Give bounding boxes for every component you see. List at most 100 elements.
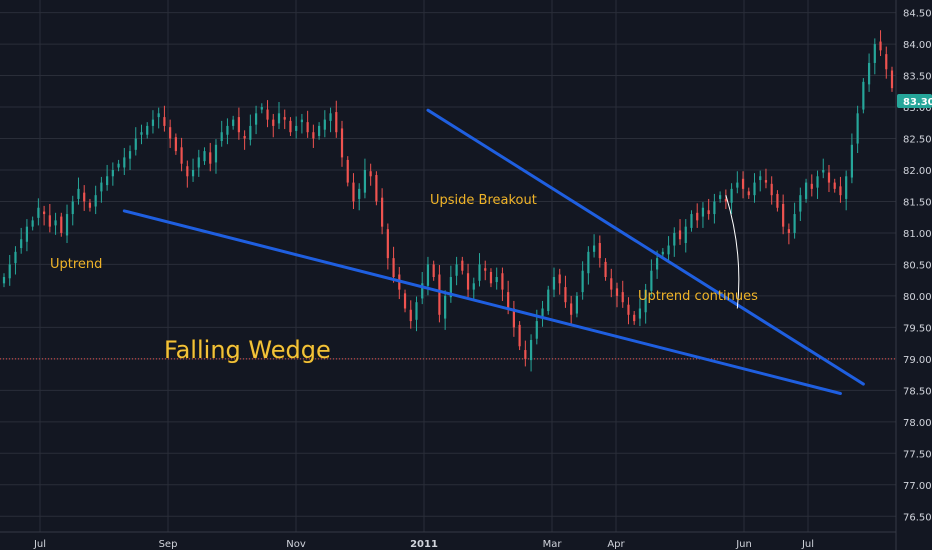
candle-body <box>111 169 114 177</box>
candle-body <box>822 169 825 173</box>
upper-trendline[interactable] <box>426 108 865 386</box>
candle-body <box>804 182 808 199</box>
candle-body <box>552 277 556 290</box>
candle-body <box>661 251 664 255</box>
y-tick-label: 82.50 <box>903 135 932 146</box>
candle-body <box>295 125 298 131</box>
candle-body <box>123 157 126 168</box>
candle-body <box>667 245 670 255</box>
x-tick-label: Mar <box>543 539 563 550</box>
price-axis[interactable]: 76.50 77.00 77.50 78.00 78.50 79.00 79.50 80.00… <box>903 9 932 524</box>
candle-body <box>741 178 745 189</box>
candle-body <box>306 122 309 133</box>
uptrend-continues-label: Uptrend continues <box>638 289 758 304</box>
candle-body <box>31 220 34 227</box>
lower-trendline[interactable] <box>122 209 842 395</box>
uptrend-label: Uptrend <box>50 257 102 272</box>
candle-body <box>352 182 355 202</box>
grid-lines <box>0 0 896 532</box>
candle-body <box>547 289 550 312</box>
candle-body <box>581 270 584 293</box>
candle-body <box>575 295 579 314</box>
candle-body <box>277 113 281 124</box>
candle-body <box>8 264 11 279</box>
candle-body <box>88 202 92 208</box>
candle-body <box>879 41 882 51</box>
candle-body <box>856 113 859 144</box>
candle-body <box>421 283 424 299</box>
candle-body <box>656 258 659 270</box>
last-price-value: 83.30 <box>903 97 932 108</box>
candle-body <box>615 288 619 296</box>
candle-body <box>106 176 109 186</box>
candle-body <box>128 151 132 159</box>
x-tick-label: 2011 <box>410 539 438 550</box>
candle-body <box>54 220 57 226</box>
candle-body <box>444 295 447 319</box>
last-price-badge-box <box>897 94 932 108</box>
candle-body <box>2 277 6 284</box>
candle-body <box>249 125 252 140</box>
candle-body <box>260 107 263 110</box>
candle-body <box>43 211 46 215</box>
x-tick-label: Jul <box>801 539 814 550</box>
candle-body <box>438 274 441 315</box>
trendlines[interactable] <box>122 108 865 395</box>
candle-body <box>839 186 842 196</box>
candle-body <box>461 260 464 271</box>
candle-body <box>20 239 23 249</box>
x-tick-label: Sep <box>159 539 178 550</box>
candle-body <box>850 144 853 178</box>
candle-body <box>369 171 372 177</box>
candle-body <box>14 251 17 264</box>
candle-body <box>478 264 481 281</box>
candle-body <box>489 271 493 284</box>
candle-body <box>541 308 544 318</box>
candle-body <box>466 273 470 290</box>
y-tick-label: 83.50 <box>903 72 932 83</box>
candle-body <box>415 302 418 320</box>
candle-body <box>426 264 430 286</box>
candle-body <box>214 144 218 163</box>
candle-body <box>191 169 195 177</box>
candle-body <box>827 172 831 183</box>
candle-body <box>867 62 871 85</box>
candle-body <box>254 113 258 125</box>
candle-body <box>386 229 389 259</box>
candle-body <box>770 183 773 196</box>
candle-body <box>524 350 527 359</box>
candle-body <box>392 258 395 278</box>
candle-body <box>633 314 636 322</box>
candle-body <box>358 188 361 199</box>
candle-body <box>890 70 894 89</box>
candle-body <box>289 120 292 133</box>
candle-body <box>484 268 487 271</box>
y-tick-label: 76.50 <box>903 512 932 523</box>
candle-body <box>317 125 321 136</box>
candle-body <box>701 207 705 217</box>
candle-body <box>747 191 750 196</box>
candle-body <box>793 214 796 233</box>
y-tick-label: 80.00 <box>903 292 932 303</box>
x-tick-label: Apr <box>607 539 625 550</box>
candle-body <box>180 147 183 164</box>
candle-body <box>146 125 149 135</box>
candles <box>2 30 894 372</box>
candle-body <box>736 182 739 188</box>
candle-body <box>885 54 888 70</box>
candle-body <box>719 195 722 199</box>
candle-body <box>77 188 80 199</box>
candle-body <box>690 214 693 228</box>
candle-body <box>799 195 802 212</box>
candle-body <box>564 287 567 303</box>
candle-body <box>266 109 269 120</box>
y-tick-label: 77.50 <box>903 449 932 460</box>
time-axis[interactable]: Jul Sep Nov 2011 Mar Apr Jun Jul <box>33 539 814 550</box>
candle-body <box>237 117 240 133</box>
candle-body <box>243 135 246 139</box>
candle-body <box>724 198 727 202</box>
y-tick-label: 78.00 <box>903 418 932 429</box>
x-tick-label: Jun <box>735 539 752 550</box>
breakout-arrow <box>725 195 740 309</box>
